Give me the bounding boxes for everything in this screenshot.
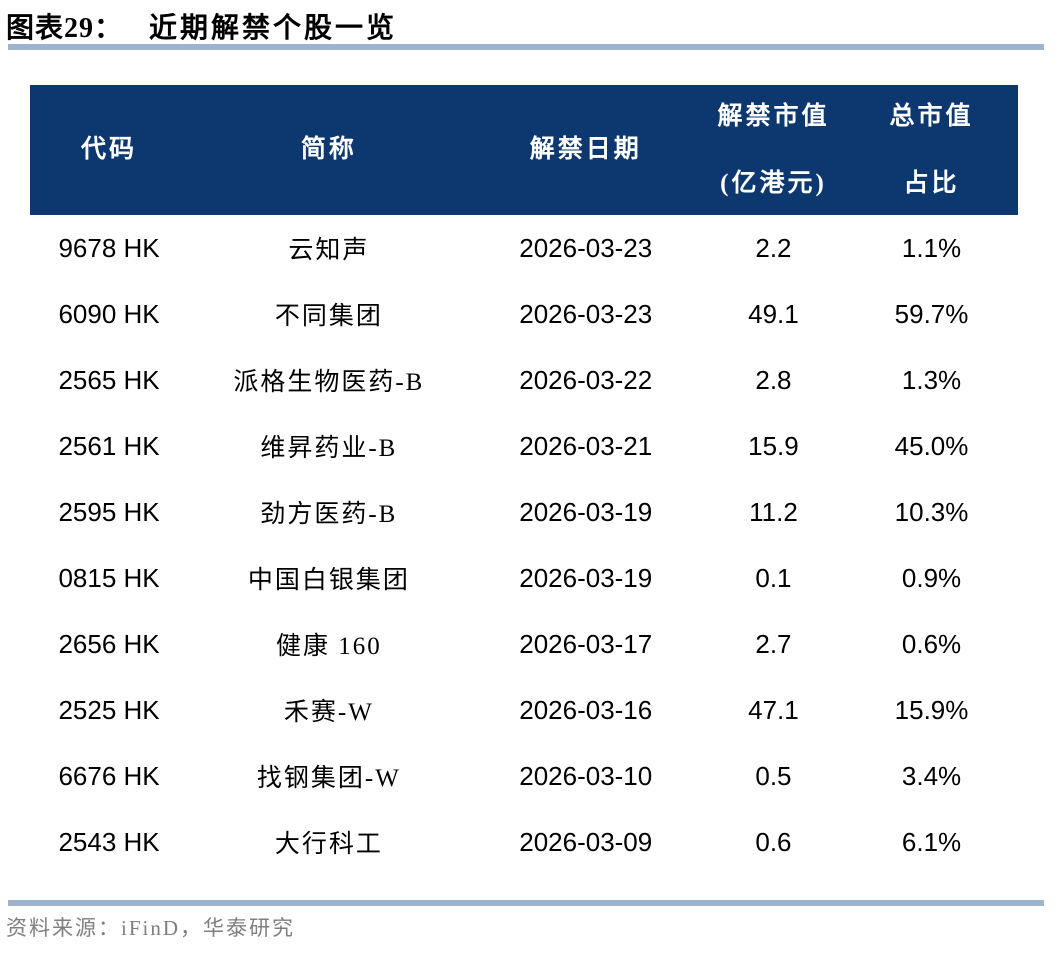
title-divider [8, 44, 1044, 50]
stock-name: 云知声 [288, 237, 370, 264]
stock-code: 6676 HK [58, 760, 160, 791]
pct-of-total-mcap: 0.6% [901, 628, 962, 659]
stock-code: 0815 HK [58, 562, 160, 593]
stock-code: 2561 HK [58, 430, 160, 461]
stock-code: 6090 HK [58, 298, 160, 329]
pct-of-total-mcap: 45.0% [894, 430, 969, 461]
header-name-label: 简称 [300, 136, 357, 164]
unlock-value: 2.8 [755, 364, 792, 395]
header-unlock-value-line1: 解禁市值 [717, 102, 830, 130]
unlock-date: 2026-03-10 [519, 760, 653, 791]
pct-of-total-mcap: 3.4% [901, 760, 962, 791]
table-body: 9678 HK 云知声 2026-03-23 2.2 1.1% 6090 HK 不同集团 20… [30, 215, 1018, 875]
stock-code: 2543 HK [58, 826, 160, 857]
footer-divider [8, 900, 1044, 906]
pct-of-total-mcap: 1.1% [901, 232, 962, 263]
stock-name: 找钢集团-W [256, 765, 401, 792]
figure-title-text: 近期解禁个股一览 [149, 13, 398, 44]
unlock-value: 47.1 [748, 694, 799, 725]
stock-code: 2656 HK [58, 628, 160, 659]
stock-code: 2565 HK [58, 364, 160, 395]
table-row: 6090 HK 不同集团 2026-03-23 49.1 59.7% [30, 281, 1018, 347]
pct-of-total-mcap: 59.7% [894, 298, 969, 329]
header-unlock-date-label: 解禁日期 [529, 136, 642, 164]
table-header-row: 代码 简称 解禁日期 解禁市值 (亿港元) 总市值 占比 [30, 85, 1018, 215]
table-row: 9678 HK 云知声 2026-03-23 2.2 1.1% [30, 215, 1018, 281]
unlock-value: 0.5 [755, 760, 792, 791]
stock-name: 禾赛-W [283, 699, 374, 726]
unlock-date: 2026-03-09 [519, 826, 653, 857]
table-row: 0815 HK 中国白银集团 2026-03-19 0.1 0.9% [30, 545, 1018, 611]
stock-name: 派格生物医药-B [233, 369, 425, 396]
header-pct-line1: 总市值 [889, 102, 974, 130]
unlock-value: 0.1 [755, 562, 792, 593]
header-unlock-date: 解禁日期 [470, 85, 702, 215]
stock-name: 大行科工 [274, 831, 383, 858]
stock-code: 2525 HK [58, 694, 160, 725]
stock-name: 中国白银集团 [247, 567, 410, 594]
stock-name: 维昇药业-B [260, 435, 398, 462]
header-pct-of-mcap: 总市值 占比 [845, 85, 1018, 215]
table-row: 6676 HK 找钢集团-W 2026-03-10 0.5 3.4% [30, 743, 1018, 809]
unlock-date: 2026-03-23 [519, 232, 653, 263]
unlock-date: 2026-03-17 [519, 628, 653, 659]
stock-code: 2595 HK [58, 496, 160, 527]
stock-name: 健康 160 [275, 633, 382, 660]
table-row: 2561 HK 维昇药业-B 2026-03-21 15.9 45.0% [30, 413, 1018, 479]
unlock-value: 2.2 [755, 232, 792, 263]
unlock-date: 2026-03-19 [519, 496, 653, 527]
pct-of-total-mcap: 1.3% [901, 364, 962, 395]
header-code: 代码 [30, 85, 188, 215]
header-code-label: 代码 [81, 136, 138, 164]
table-row: 2543 HK 大行科工 2026-03-09 0.6 6.1% [30, 809, 1018, 875]
pct-of-total-mcap: 15.9% [894, 694, 969, 725]
pct-of-total-mcap: 10.3% [894, 496, 969, 527]
unlock-date: 2026-03-21 [519, 430, 653, 461]
table-row: 2525 HK 禾赛-W 2026-03-16 47.1 15.9% [30, 677, 1018, 743]
stock-name: 劲方医药-B [260, 501, 398, 528]
pct-of-total-mcap: 6.1% [901, 826, 962, 857]
unlock-date: 2026-03-22 [519, 364, 653, 395]
figure-title: 图表29： 近期解禁个股一览 [6, 6, 397, 46]
unlock-date: 2026-03-19 [519, 562, 653, 593]
header-name: 简称 [188, 85, 470, 215]
unlock-date: 2026-03-16 [519, 694, 653, 725]
unlock-value: 15.9 [748, 430, 799, 461]
unlock-value: 49.1 [748, 298, 799, 329]
source-note: 资料来源：iFinD，华泰研究 [6, 916, 296, 940]
figure-number-label: 图表29： [6, 13, 124, 44]
unlock-stocks-table: 代码 简称 解禁日期 解禁市值 (亿港元) 总市值 占比 9678 HK 云知声 2… [30, 85, 1018, 875]
unlock-value: 11.2 [749, 496, 798, 527]
unlock-date: 2026-03-23 [519, 298, 653, 329]
unlock-value: 2.7 [755, 628, 792, 659]
pct-of-total-mcap: 0.9% [901, 562, 962, 593]
unlock-value: 0.6 [755, 826, 792, 857]
table-row: 2656 HK 健康 160 2026-03-17 2.7 0.6% [30, 611, 1018, 677]
table-row: 2565 HK 派格生物医药-B 2026-03-22 2.8 1.3% [30, 347, 1018, 413]
stock-code: 9678 HK [58, 232, 160, 263]
header-unlock-value-line2: (亿港元) [720, 170, 827, 197]
header-unlock-value: 解禁市值 (亿港元) [702, 85, 845, 215]
header-pct-line2: 占比 [903, 170, 960, 197]
table-row: 2595 HK 劲方医药-B 2026-03-19 11.2 10.3% [30, 479, 1018, 545]
stock-name: 不同集团 [274, 303, 383, 330]
